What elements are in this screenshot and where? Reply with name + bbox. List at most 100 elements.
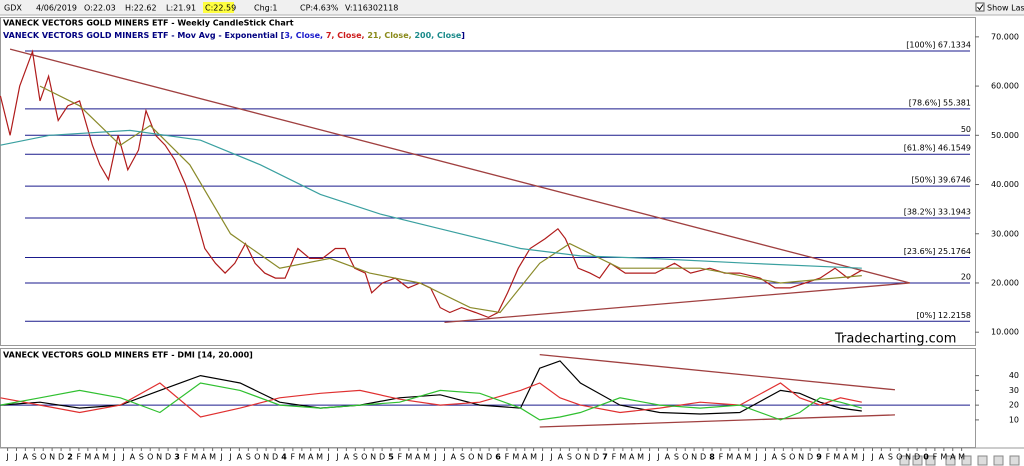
x-tick-label: J: [870, 453, 873, 462]
tool-button[interactable]: [961, 455, 972, 466]
x-tick-label: M: [940, 453, 947, 462]
tool-button[interactable]: [1009, 455, 1020, 466]
tool-button[interactable]: [925, 455, 936, 466]
level-label: [61.8%] 46.1549: [904, 144, 971, 153]
low: L:21.91: [166, 4, 196, 13]
x-tick-label: A: [415, 453, 421, 462]
tool-button[interactable]: [993, 455, 1004, 466]
x-tick-label: F: [184, 453, 189, 462]
trendline: [9, 48, 911, 284]
x-tick-label: M: [851, 453, 858, 462]
toolbar: [0, 0, 1024, 15]
x-tick-label: J: [5, 453, 8, 462]
level-label: [0%] 12.2158: [916, 311, 971, 320]
x-tick-label: A: [736, 453, 742, 462]
y-tick-label: 60.000: [991, 82, 1019, 91]
x-tick-label: M: [298, 453, 305, 462]
x-tick-label: F: [398, 453, 403, 462]
x-tick-label: S: [674, 453, 679, 462]
y-tick-label: 10.000: [991, 328, 1019, 337]
x-tick-label: J: [442, 453, 445, 462]
x-tick-label: M: [833, 453, 840, 462]
level-label-bg: [915, 310, 972, 320]
level-label: 50: [961, 125, 971, 134]
tool-button[interactable]: [945, 455, 956, 466]
x-tick-label: S: [353, 453, 358, 462]
x-tick-label: F: [505, 453, 510, 462]
level-label-bg: [902, 207, 972, 217]
series-line: [0, 382, 862, 418]
tool-button[interactable]: [977, 455, 988, 466]
x-tick-label: M: [512, 453, 519, 462]
tool-button[interactable]: [912, 455, 923, 466]
level-label-bg: [905, 40, 972, 50]
volume: V:116302118: [345, 4, 398, 13]
tool-button[interactable]: [899, 455, 910, 466]
x-tick-label: 8: [709, 453, 715, 462]
subtitle-part: 7, Close,: [326, 31, 368, 40]
x-tick-label: N: [691, 453, 697, 462]
x-tick-label: O: [40, 453, 46, 462]
x-tick-label: F: [826, 453, 831, 462]
x-tick-label: N: [477, 453, 483, 462]
x-tick-label: 4: [281, 453, 287, 462]
watermark: Tradecharting.com: [834, 332, 956, 347]
x-tick-label: A: [344, 453, 350, 462]
x-tick-label: A: [558, 453, 564, 462]
level-label: [38.2%] 33.1943: [904, 208, 971, 217]
x-tick-label: M: [423, 453, 430, 462]
x-tick-label: A: [23, 453, 29, 462]
level-label: [23.6%] 25.1764: [904, 247, 971, 256]
date: 4/06/2019: [36, 4, 77, 13]
x-tick-label: M: [191, 453, 198, 462]
x-tick-label: D: [593, 453, 599, 462]
y-tick-label: 10: [1009, 415, 1019, 424]
x-tick-label: 0: [923, 453, 929, 462]
x-tick-label: 7: [602, 453, 608, 462]
x-tick-label: A: [94, 453, 100, 462]
x-tick-label: O: [896, 453, 902, 462]
x-tick-label: D: [58, 453, 64, 462]
x-tick-label: J: [549, 453, 552, 462]
show-last-label[interactable]: Show Last: [987, 4, 1024, 13]
x-tick-label: M: [637, 453, 644, 462]
x-tick-label: J: [326, 453, 329, 462]
x-tick-label: J: [656, 453, 659, 462]
x-tick-label: D: [165, 453, 171, 462]
x-tick-label: 2: [67, 453, 73, 462]
x-tick-label: A: [201, 453, 207, 462]
x-tick-label: O: [682, 453, 688, 462]
x-tick-label: J: [763, 453, 766, 462]
x-tick-label: N: [798, 453, 804, 462]
x-tick-label: A: [665, 453, 671, 462]
change: Chg:1: [254, 4, 278, 13]
x-tick-label: 5: [388, 453, 394, 462]
x-tick-label: M: [316, 453, 323, 462]
x-tick-label: M: [744, 453, 751, 462]
dmi-panel: [0, 348, 976, 448]
x-tick-label: J: [219, 453, 222, 462]
price-panel: [0, 17, 976, 346]
x-tick-label: D: [700, 453, 706, 462]
y-tick-label: 40: [1009, 371, 1019, 380]
level-label: 20: [961, 272, 971, 281]
level-label-bg: [902, 246, 972, 256]
x-tick-label: S: [32, 453, 37, 462]
x-tick-label: M: [530, 453, 537, 462]
x-tick-label: M: [84, 453, 91, 462]
x-tick-label: S: [460, 453, 465, 462]
open: O:22.03: [84, 4, 116, 13]
x-tick-label: A: [522, 453, 528, 462]
y-tick-label: 50.000: [991, 131, 1019, 140]
subtitle-part: 21, Close,: [367, 31, 414, 40]
x-tick-label: 9: [816, 453, 822, 462]
show-last-checkbox[interactable]: [975, 2, 985, 12]
x-tick-label: M: [405, 453, 412, 462]
x-tick-label: O: [147, 453, 153, 462]
x-tick-label: A: [308, 453, 314, 462]
y-tick-label: 20.000: [991, 278, 1019, 287]
x-tick-label: D: [914, 453, 920, 462]
x-tick-label: J: [754, 453, 757, 462]
chart-title: VANECK VECTORS GOLD MINERS ETF - Weekly …: [3, 19, 294, 28]
x-tick-label: A: [130, 453, 136, 462]
